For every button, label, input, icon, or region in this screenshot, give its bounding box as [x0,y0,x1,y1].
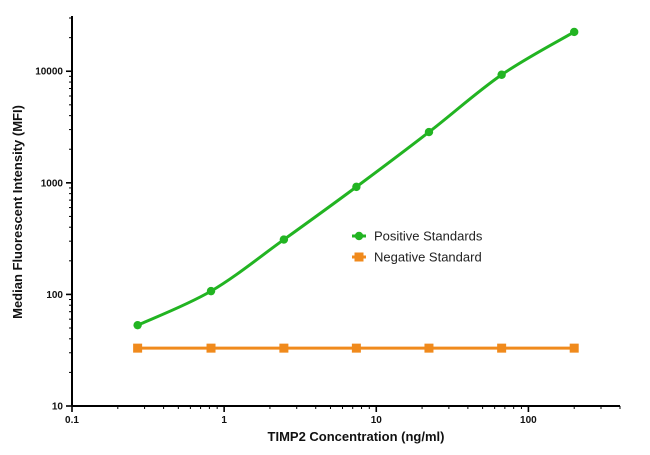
data-point [351,343,361,353]
legend: Positive Standards Negative Standard [352,229,483,265]
data-point [497,343,507,353]
data-point [206,286,216,296]
data-point [570,27,579,37]
x-ticks: 0.1 1 10 100 [65,406,621,426]
data-point [569,343,579,353]
y-tick-label: 10000 [35,67,63,78]
data-point [497,70,506,79]
legend-marker [354,231,364,241]
legend-marker [354,252,364,262]
data-point [206,343,216,353]
legend-item: Positive Standards [352,229,483,244]
legend-label: Negative Standard [374,250,482,265]
data-point [133,320,142,330]
data-point [133,343,143,353]
y-axis-title: Median Fluorescent Intensity (MFI) [10,105,25,319]
legend-item: Negative Standard [352,250,482,265]
x-tick-label: 0.1 [65,415,79,426]
data-point [424,343,434,353]
series-line [136,30,576,327]
y-tick-label: 10 [52,402,64,413]
x-tick-label: 1 [221,415,227,426]
data-point [424,127,434,137]
x-axis-title: TIMP2 Concentration (ng/ml) [268,429,445,444]
axes: 10 100 1000 10000 0.1 1 10 100 [35,16,621,426]
series-layer [133,27,579,353]
data-point [279,343,289,353]
series-negative-standard [133,343,579,353]
y-ticks: 10 100 1000 10000 [35,17,72,413]
x-tick-label: 10 [371,415,383,426]
data-point [279,235,289,244]
series-positive-standards [133,27,579,330]
legend-label: Positive Standards [374,229,483,244]
x-tick-label: 100 [520,415,537,426]
y-tick-label: 100 [46,290,63,301]
y-tick-label: 1000 [41,178,64,189]
data-point [352,182,361,192]
